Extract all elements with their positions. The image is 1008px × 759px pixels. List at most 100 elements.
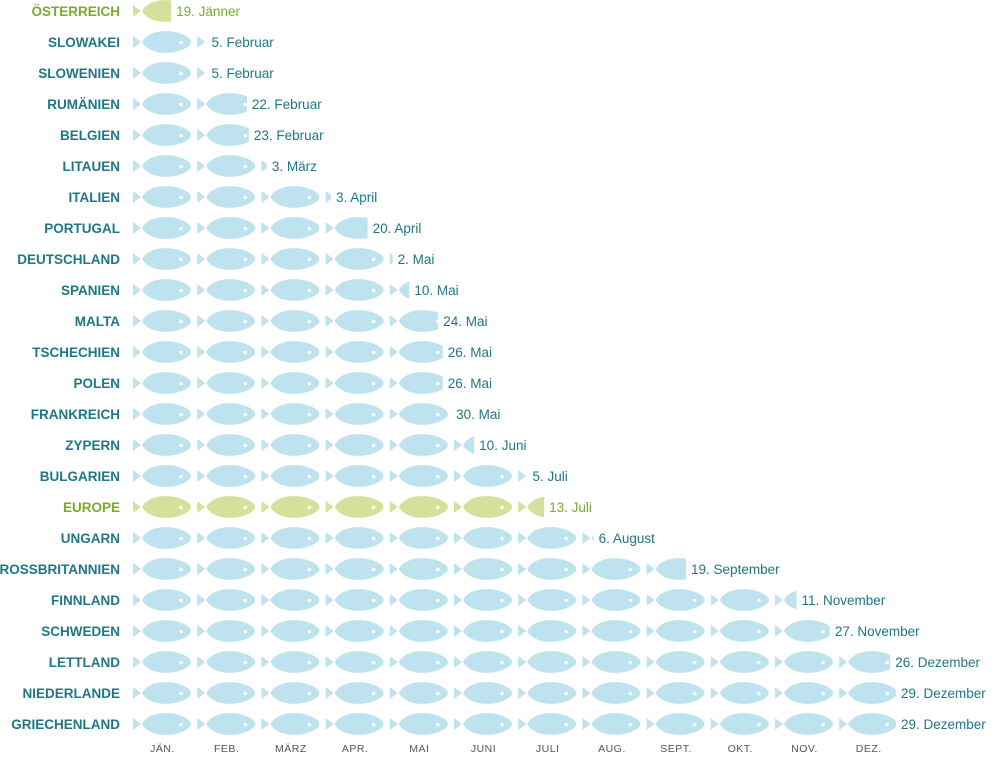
fish-mark [197, 620, 256, 642]
date-label: 24. Mai [443, 314, 487, 329]
fish-mark [261, 713, 320, 735]
date-label: 5. Februar [211, 35, 274, 50]
chart-row: PORTUGAL 20. April [44, 217, 421, 239]
fish-mark [197, 341, 256, 363]
fish-mark [325, 682, 384, 704]
chart-row: ZYPERN 10. Juni [65, 434, 526, 456]
fish-mark [261, 310, 320, 332]
fish-mark [389, 281, 410, 299]
fish-mark [582, 589, 641, 611]
fish-mark [325, 403, 384, 425]
fish-mark [133, 558, 191, 580]
fish-mark [454, 682, 512, 704]
chart-row: GROSSBRITANNIEN 19. September [0, 558, 780, 580]
fish-mark [518, 651, 577, 673]
fish-mark [389, 713, 448, 735]
fish-mark [389, 253, 393, 265]
fish-mark [261, 279, 320, 301]
date-label: 13. Juli [549, 500, 592, 515]
fish-mark [518, 470, 528, 482]
fish-mark [197, 186, 256, 208]
fish-mark [197, 248, 256, 270]
fish-mark [133, 465, 191, 487]
fish-mark [389, 620, 448, 642]
fish-mark [197, 465, 256, 487]
fish-mark [197, 155, 256, 177]
fish-mark [133, 589, 191, 611]
chart-row: ITALIEN 3. April [69, 186, 377, 208]
fish-mark [518, 620, 577, 642]
country-label: BELGIEN [60, 128, 120, 143]
fish-mark [646, 589, 705, 611]
fish-mark [197, 217, 256, 239]
fish-mark [454, 436, 475, 454]
fish-mark [325, 372, 384, 394]
fish-mark [389, 682, 448, 704]
fish-mark [389, 527, 448, 549]
fish-mark [839, 651, 891, 673]
fish-mark [133, 434, 191, 456]
chart-row: ÖSTERREICH 19. Jänner [31, 0, 240, 22]
fish-mark [646, 651, 705, 673]
country-label: UNGARN [61, 531, 120, 546]
country-label: SPANIEN [61, 283, 120, 298]
fish-mark [389, 434, 448, 456]
chart-row: POLEN 26. Mai [73, 372, 492, 394]
fish-mark [325, 620, 384, 642]
fish-mark [197, 589, 256, 611]
fish-mark [518, 558, 577, 580]
country-label: LITAUEN [63, 159, 121, 174]
month-tick-label: NOV. [791, 743, 818, 755]
country-label: DEUTSCHLAND [17, 252, 120, 267]
fish-mark [646, 620, 705, 642]
country-label: GRIECHENLAND [11, 717, 120, 732]
country-label: SLOWENIEN [38, 66, 120, 81]
fish-mark [325, 434, 384, 456]
date-label: 19. September [691, 562, 780, 577]
date-label: 30. Mai [456, 407, 500, 422]
fish-mark [197, 527, 256, 549]
fish-mark [133, 620, 191, 642]
fish-mark [646, 682, 705, 704]
fish-mark [261, 186, 320, 208]
date-label: 20. April [373, 221, 422, 236]
fish-mark [197, 310, 256, 332]
date-label: 26. Mai [448, 376, 492, 391]
chart-row: UNGARN 6. August [61, 527, 655, 549]
fish-mark [197, 403, 256, 425]
fish-mark [710, 682, 769, 704]
fish-mark [454, 651, 512, 673]
chart-row: TSCHECHIEN 26. Mai [32, 341, 492, 363]
fish-mark [389, 496, 448, 518]
fish-mark [197, 67, 207, 79]
month-tick-label: JULI [536, 743, 560, 755]
fish-mark [261, 527, 320, 549]
chart-row: GRIECHENLAND 29. Dezember [11, 713, 986, 735]
chart-row: DEUTSCHLAND 2. Mai [17, 248, 434, 270]
fish-mark [646, 558, 687, 580]
chart-row: BELGIEN 23. Februar [60, 124, 324, 146]
date-label: 22. Februar [252, 97, 322, 112]
fish-mark [133, 93, 191, 115]
date-label: 29. Dezember [901, 686, 986, 701]
fish-mark [775, 713, 833, 735]
date-label: 3. März [272, 159, 317, 174]
country-label: NIEDERLANDE [22, 686, 120, 701]
country-label: RUMÄNIEN [47, 97, 120, 112]
fish-mark [775, 620, 830, 642]
month-tick-label: DEZ. [856, 743, 882, 755]
chart-row: SLOWAKEI 5. Februar [48, 31, 274, 53]
country-label: ZYPERN [65, 438, 120, 453]
fish-mark [325, 191, 332, 203]
fish-mark [389, 403, 448, 425]
chart-row: RUMÄNIEN 22. Februar [47, 93, 322, 115]
fish-mark [261, 434, 320, 456]
date-label: 29. Dezember [901, 717, 986, 732]
chart-row: FINNLAND 11. November [51, 589, 886, 611]
fish-mark [261, 682, 320, 704]
date-label: 23. Februar [254, 128, 324, 143]
month-axis: JÄN. FEB. MÄRZ APR. MAI JUNI JULI AUG. SEPT. OKT.… [150, 743, 882, 755]
fish-mark [518, 589, 577, 611]
fish-mark [454, 527, 512, 549]
fish-mark [454, 496, 512, 518]
